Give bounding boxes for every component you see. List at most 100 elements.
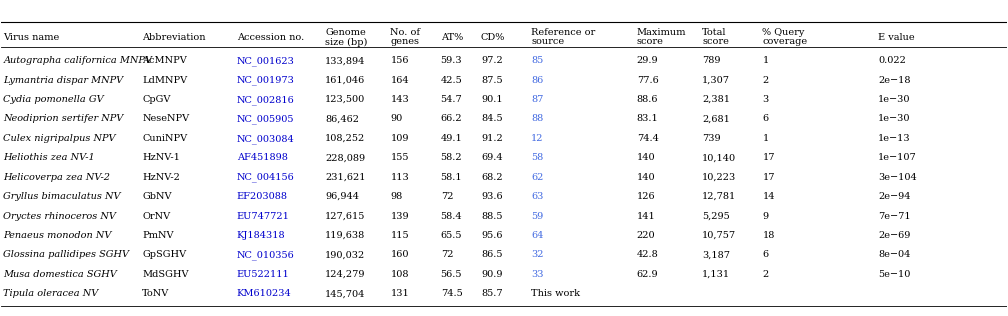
Text: 2: 2 [762,270,768,279]
Text: 87: 87 [531,95,543,104]
Text: 97.2: 97.2 [481,56,503,65]
Text: 115: 115 [390,231,409,240]
Text: NC_005905: NC_005905 [237,114,294,124]
Text: 143: 143 [390,95,409,104]
Text: KM610234: KM610234 [237,289,291,298]
Text: 33: 33 [531,270,543,279]
Text: 90.1: 90.1 [481,95,503,104]
Text: Penaeus monodon NV: Penaeus monodon NV [3,231,112,240]
Text: 2e−18: 2e−18 [878,76,910,85]
Text: genes: genes [390,37,419,46]
Text: 141: 141 [637,211,655,221]
Text: 789: 789 [702,56,721,65]
Text: NC_003084: NC_003084 [237,134,294,143]
Text: Virus name: Virus name [3,33,59,42]
Text: 155: 155 [390,153,409,162]
Text: HzNV-1: HzNV-1 [142,153,180,162]
Text: NC_004156: NC_004156 [237,173,294,182]
Text: 10,140: 10,140 [702,153,736,162]
Text: 42.5: 42.5 [440,76,463,85]
Text: ToNV: ToNV [142,289,169,298]
Text: 145,704: 145,704 [325,289,366,298]
Text: 18: 18 [762,231,775,240]
Text: 59: 59 [531,211,543,221]
Text: 85: 85 [531,56,543,65]
Text: 109: 109 [390,134,409,143]
Text: NC_010356: NC_010356 [237,250,294,260]
Text: 68.2: 68.2 [481,173,503,182]
Text: 220: 220 [637,231,655,240]
Text: Helicoverpa zea NV-2: Helicoverpa zea NV-2 [3,173,111,182]
Text: 119,638: 119,638 [325,231,365,240]
Text: 3: 3 [762,95,768,104]
Text: 108: 108 [390,270,409,279]
Text: 161,046: 161,046 [325,76,365,85]
Text: Lymantria dispar MNPV: Lymantria dispar MNPV [3,76,124,85]
Text: 113: 113 [390,173,409,182]
Text: 72: 72 [440,250,454,259]
Text: 93.6: 93.6 [481,192,503,201]
Text: NeseNPV: NeseNPV [142,114,190,124]
Text: 1e−30: 1e−30 [878,95,910,104]
Text: 74.5: 74.5 [440,289,463,298]
Text: 66.2: 66.2 [440,114,463,124]
Text: 54.7: 54.7 [440,95,463,104]
Text: 58: 58 [531,153,543,162]
Text: 2e−69: 2e−69 [878,231,910,240]
Text: 63: 63 [531,192,543,201]
Text: AF451898: AF451898 [237,153,287,162]
Text: This work: This work [531,289,581,298]
Text: 49.1: 49.1 [440,134,463,143]
Text: 1: 1 [762,56,768,65]
Text: 124,279: 124,279 [325,270,366,279]
Text: 1e−107: 1e−107 [878,153,916,162]
Text: EU747721: EU747721 [237,211,289,221]
Text: 2,681: 2,681 [702,114,730,124]
Text: NC_001623: NC_001623 [237,56,294,66]
Text: 86,462: 86,462 [325,114,359,124]
Text: score: score [637,37,663,46]
Text: 108,252: 108,252 [325,134,365,143]
Text: CuniNPV: CuniNPV [142,134,187,143]
Text: Oryctes rhinoceros NV: Oryctes rhinoceros NV [3,211,116,221]
Text: source: source [531,37,564,46]
Text: 58.4: 58.4 [440,211,463,221]
Text: 88: 88 [531,114,543,124]
Text: 739: 739 [702,134,721,143]
Text: 85.7: 85.7 [481,289,503,298]
Text: E value: E value [878,33,914,42]
Text: 91.2: 91.2 [481,134,503,143]
Text: Heliothis zea NV-1: Heliothis zea NV-1 [3,153,95,162]
Text: Reference or: Reference or [531,28,596,37]
Text: 0.022: 0.022 [878,56,906,65]
Text: 10,223: 10,223 [702,173,736,182]
Text: 10,757: 10,757 [702,231,736,240]
Text: 3e−104: 3e−104 [878,173,916,182]
Text: 74.4: 74.4 [637,134,658,143]
Text: 88.5: 88.5 [481,211,502,221]
Text: 84.5: 84.5 [481,114,503,124]
Text: CpGV: CpGV [142,95,170,104]
Text: 5e−10: 5e−10 [878,270,910,279]
Text: 190,032: 190,032 [325,250,365,259]
Text: 2,381: 2,381 [702,95,730,104]
Text: Culex nigripalpus NPV: Culex nigripalpus NPV [3,134,116,143]
Text: 83.1: 83.1 [637,114,658,124]
Text: 1: 1 [762,134,768,143]
Text: GpSGHV: GpSGHV [142,250,186,259]
Text: 140: 140 [637,153,655,162]
Text: AT%: AT% [440,33,463,42]
Text: 62: 62 [531,173,543,182]
Text: 69.4: 69.4 [481,153,503,162]
Text: 126: 126 [637,192,655,201]
Text: 62.9: 62.9 [637,270,658,279]
Text: 164: 164 [390,76,409,85]
Text: 72: 72 [440,192,454,201]
Text: 64: 64 [531,231,543,240]
Text: 17: 17 [762,173,775,182]
Text: NC_002816: NC_002816 [237,95,294,105]
Text: coverage: coverage [762,37,807,46]
Text: 1e−30: 1e−30 [878,114,910,124]
Text: 160: 160 [390,250,409,259]
Text: 58.1: 58.1 [440,173,463,182]
